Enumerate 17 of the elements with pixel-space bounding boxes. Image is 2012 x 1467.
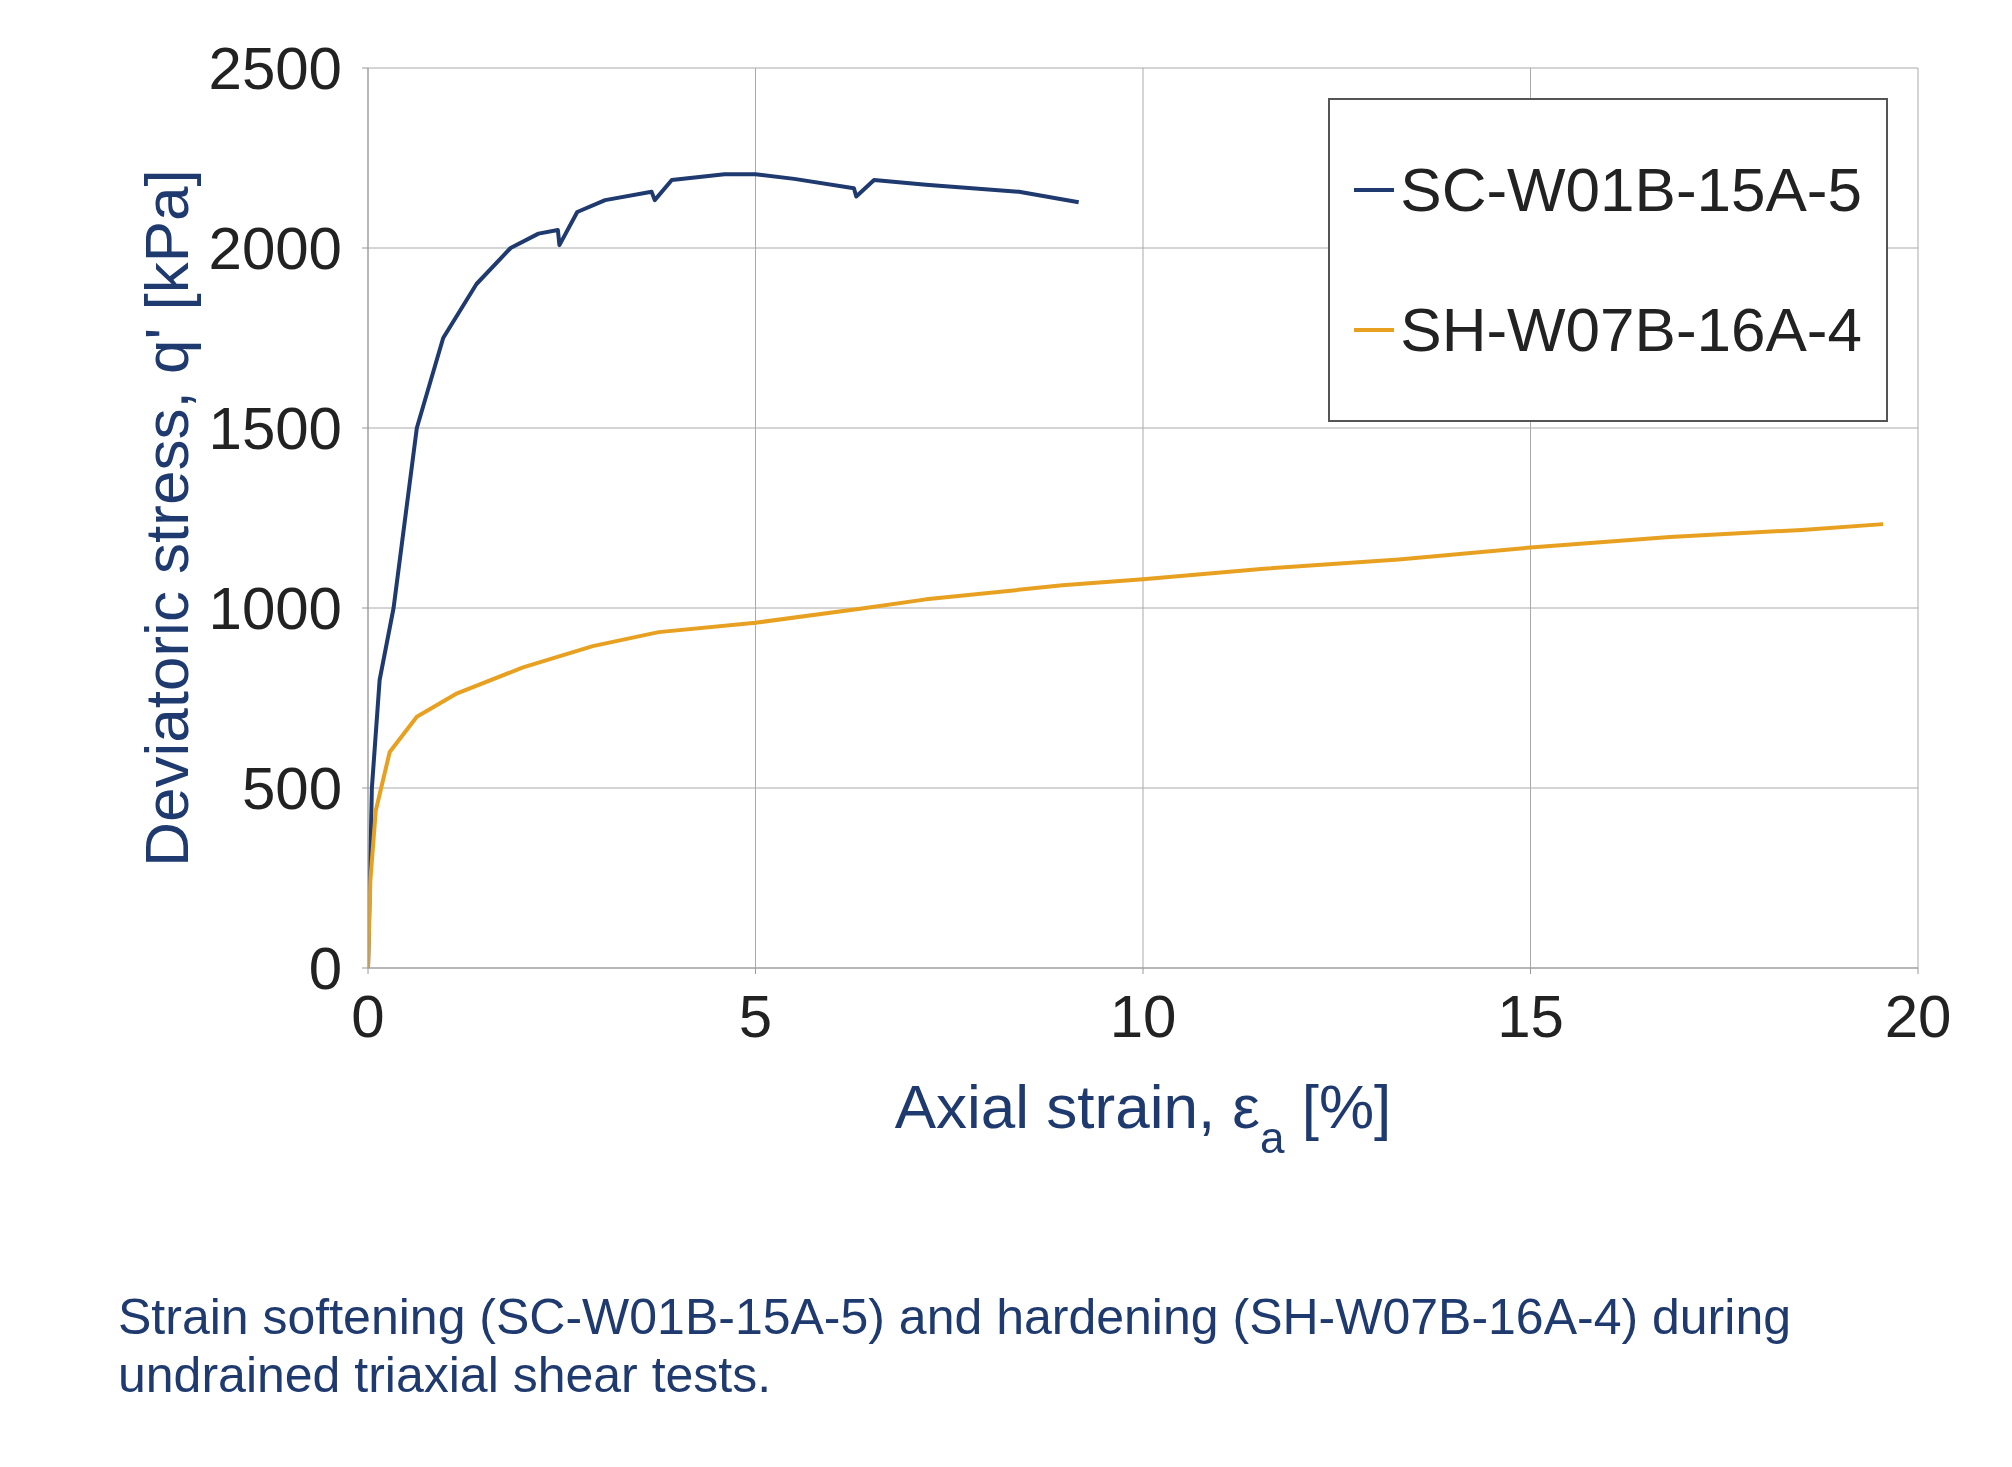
x-tick-label: 15 [1497, 982, 1564, 1050]
text: Strain softening (SC-W01B-15A-5) and hardening (SH-W07B-16A-4) during undrained triaxial shear tests. [118, 1288, 1792, 1404]
y-tick-label: 500 [241, 755, 342, 823]
y-tick-label: 2000 [208, 215, 342, 283]
x-tick-label: 20 [1884, 982, 1952, 1050]
x-tick-label: 5 [738, 982, 773, 1050]
y-axis-title: Deviatoric stress, q' [kPa] [132, 169, 201, 867]
y-tick-label: 2500 [208, 35, 342, 103]
legend-label: SC-W01B-15A-5 [1400, 154, 1862, 226]
line-series [368, 522, 1886, 968]
x-axis-title: Axial strain, ε$_{a}$ [%] [894, 1072, 1392, 1162]
x-tick-label: 10 [1109, 982, 1177, 1050]
y-tick-label: 1000 [208, 575, 342, 643]
x-tick-label: 0 [351, 982, 385, 1050]
y-tick-label: 0 [308, 935, 342, 1003]
legend-label: SH-W07B-16A-4 [1400, 294, 1862, 366]
y-tick-label: 1500 [208, 395, 342, 463]
